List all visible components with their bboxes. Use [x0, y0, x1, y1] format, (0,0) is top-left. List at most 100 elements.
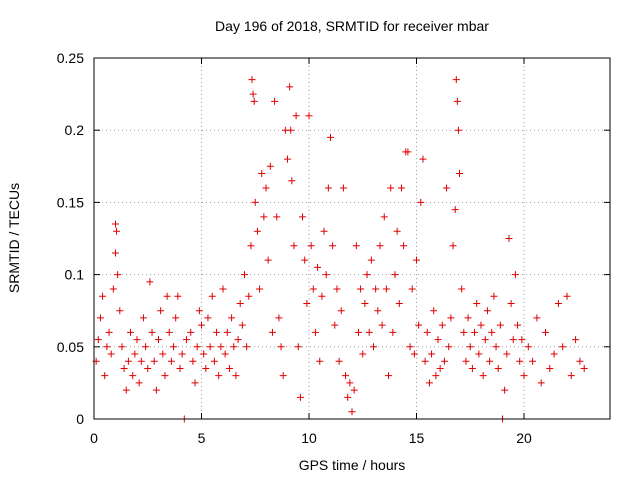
data-point [514, 321, 522, 329]
data-point [225, 364, 233, 372]
data-point [421, 357, 429, 365]
data-point [309, 285, 317, 293]
data-point [488, 328, 496, 336]
data-point [511, 271, 519, 279]
data-point [273, 213, 281, 221]
data-point [440, 357, 448, 365]
x-axis-label: GPS time / hours [299, 457, 406, 473]
x-tick-label: 20 [516, 430, 532, 446]
data-point [518, 336, 526, 344]
data-point [348, 408, 356, 416]
data-point [452, 76, 460, 84]
data-point [288, 177, 296, 185]
data-point [116, 307, 124, 315]
data-point [112, 249, 119, 257]
data-point [262, 184, 270, 192]
x-tick-label: 5 [198, 430, 206, 446]
data-point [475, 350, 483, 358]
data-point [314, 263, 322, 271]
data-point [342, 372, 350, 380]
data-point [251, 198, 259, 206]
data-point [516, 357, 524, 365]
data-point [333, 285, 341, 293]
data-point [550, 350, 558, 358]
data-point [198, 321, 205, 329]
data-point [436, 364, 444, 372]
data-point [131, 350, 139, 358]
data-point [256, 285, 264, 293]
data-point [150, 357, 158, 365]
data-point [524, 343, 532, 351]
data-point [122, 386, 130, 394]
data-point [101, 372, 109, 380]
y-tick-label: 0.15 [57, 194, 84, 210]
data-point [546, 364, 554, 372]
data-point [109, 285, 117, 293]
grid-lines [94, 58, 610, 419]
data-point [301, 256, 309, 264]
y-tick-label: 0.1 [65, 267, 85, 283]
data-point [339, 184, 347, 192]
x-tick-label: 10 [301, 430, 317, 446]
data-point [107, 350, 115, 358]
data-point [382, 285, 390, 293]
data-point [241, 271, 248, 279]
data-point [247, 242, 255, 250]
data-point [238, 321, 246, 329]
data-point [529, 357, 537, 365]
data-point [496, 321, 504, 329]
data-point [146, 278, 154, 286]
data-point [359, 350, 367, 358]
data-point [135, 379, 143, 387]
data-point [423, 328, 431, 336]
data-point [410, 350, 418, 358]
data-point [120, 364, 128, 372]
data-point [357, 285, 365, 293]
data-point [438, 321, 446, 329]
data-point [507, 299, 515, 307]
data-point [466, 343, 474, 351]
data-point [142, 343, 150, 351]
data-point [294, 343, 302, 351]
data-point [408, 285, 416, 293]
data-point [322, 271, 330, 279]
data-point [397, 184, 405, 192]
data-point [372, 285, 380, 293]
data-point [228, 314, 236, 322]
data-point [189, 357, 197, 365]
data-point [172, 314, 180, 322]
data-point [191, 379, 199, 387]
data-point [258, 170, 266, 178]
data-point [114, 271, 122, 279]
data-point [468, 364, 476, 372]
data-point [580, 364, 588, 372]
data-point [389, 328, 397, 336]
data-point [112, 220, 119, 228]
data-point [432, 372, 440, 380]
data-point [554, 299, 562, 307]
data-point [268, 328, 276, 336]
data-point [234, 336, 242, 344]
y-tick-label: 0.2 [65, 122, 85, 138]
data-point [113, 227, 121, 235]
data-point [277, 343, 285, 351]
x-tick-label: 0 [90, 430, 98, 446]
data-point [176, 364, 184, 372]
data-point [430, 307, 438, 315]
data-point [350, 386, 358, 394]
data-point [292, 112, 300, 120]
data-point [460, 328, 468, 336]
plot-frame [93, 57, 611, 420]
data-point [417, 198, 425, 206]
data-point [374, 307, 382, 315]
data-point [127, 328, 135, 336]
data-point [137, 357, 145, 365]
data-point [129, 372, 137, 380]
data-point [320, 227, 328, 235]
data-point [395, 299, 403, 307]
data-point [219, 285, 227, 293]
data-point [559, 343, 567, 351]
data-point [464, 314, 472, 322]
data-point [324, 184, 332, 192]
data-point [204, 314, 212, 322]
